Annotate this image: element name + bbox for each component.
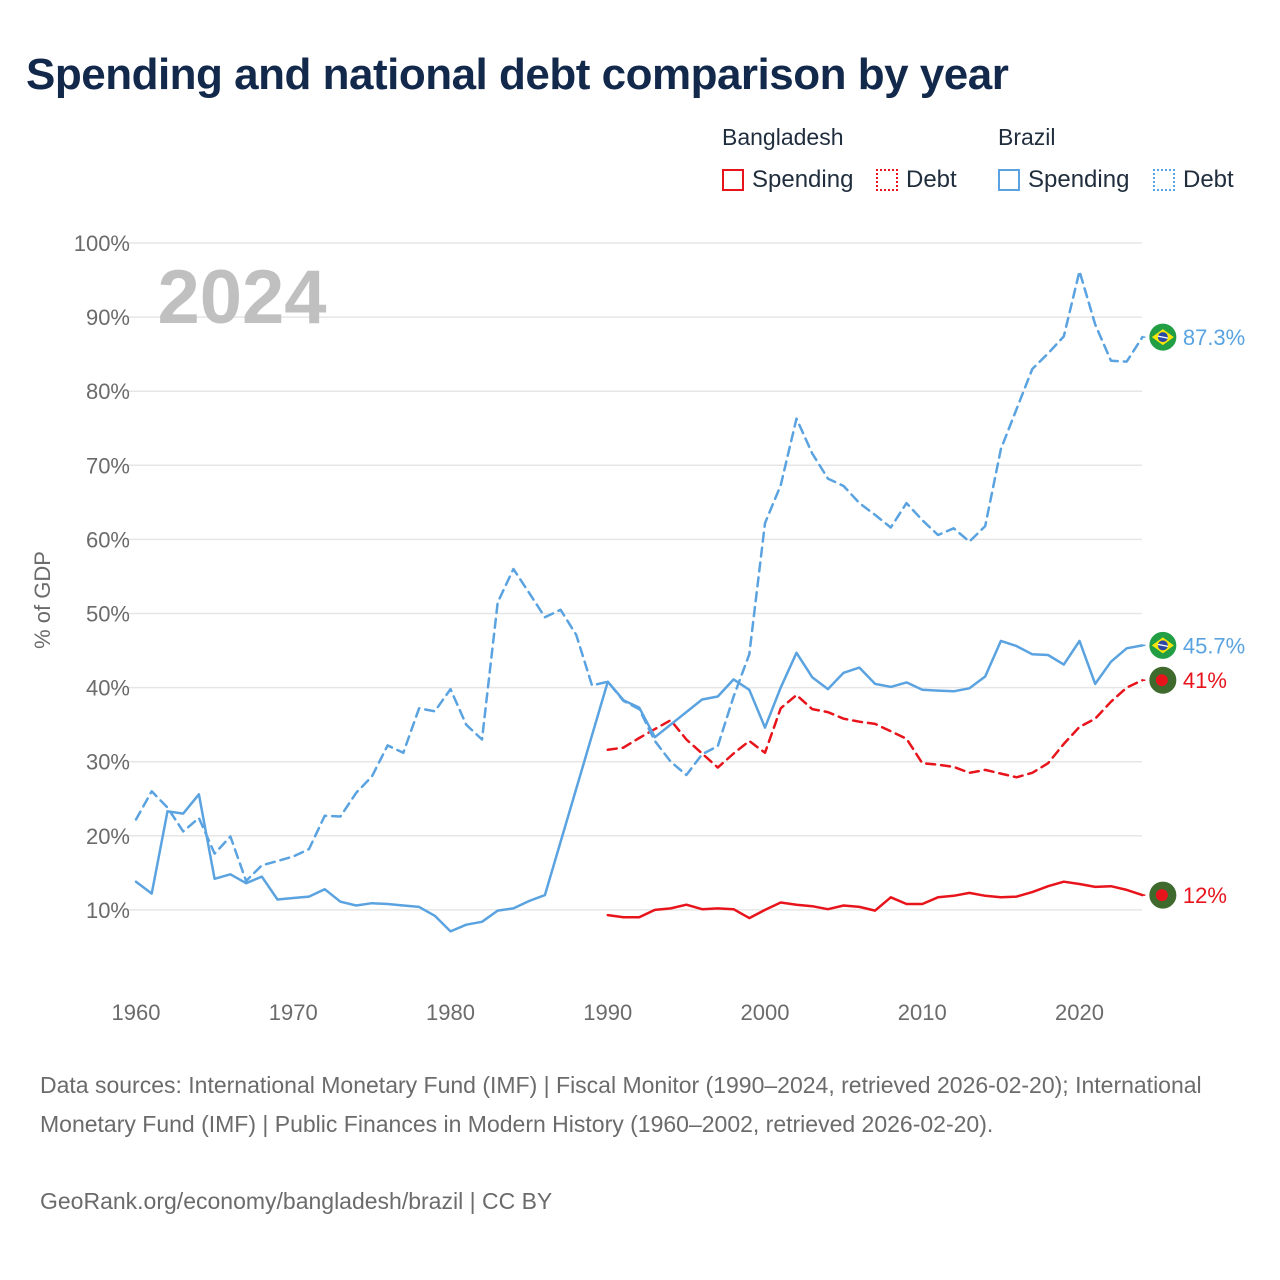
brazil-flag-icon (1148, 630, 1178, 660)
y-axis-ticks: 10% 20% 30% 40% 50% 60% 70% 80% 90% 100% (74, 231, 130, 923)
legend-swatch-dotted-red (876, 169, 898, 191)
end-value-label: 41% (1183, 668, 1227, 693)
y-tick-label: 70% (86, 453, 130, 478)
legend-label: Debt (1183, 166, 1234, 193)
x-axis-ticks: 1960 1970 1980 1990 2000 2010 2020 (112, 1000, 1104, 1025)
series-line-brazil-debt (134, 269, 1144, 883)
y-tick-label: 50% (86, 602, 130, 627)
flag-disc (1155, 889, 1168, 902)
y-tick-label: 60% (86, 527, 130, 552)
legend-brazil-debt[interactable]: Debt (1153, 166, 1234, 194)
x-tick-label: 1960 (112, 1000, 161, 1025)
x-tick-label: 2000 (741, 1000, 790, 1025)
legend-swatch-solid-blue (998, 169, 1020, 191)
series-line-brazil-spending (134, 639, 1144, 933)
year-watermark: 2024 (157, 255, 326, 340)
y-tick-label: 20% (86, 824, 130, 849)
series-line-bangladesh-debt (606, 678, 1144, 779)
y-axis-label: % of GDP (30, 551, 55, 649)
legend-swatch-solid-red (722, 169, 744, 191)
line-chart: 2024 % of GDP 10% 20% 30% 40% 50% 60% 70% 80% 90… (30, 231, 1245, 1025)
x-tick-label: 2010 (898, 1000, 947, 1025)
flag-disc (1155, 674, 1168, 687)
legend-brazil-spending[interactable]: Spending (998, 166, 1129, 194)
chart-title: Spending and national debt comparison by… (26, 50, 1009, 99)
legend-label: Debt (906, 166, 957, 193)
legend-bangladesh-spending[interactable]: Spending (722, 166, 853, 194)
legend-bangladesh-debt[interactable]: Debt (876, 166, 957, 194)
y-tick-label: 30% (86, 750, 130, 775)
x-tick-label: 1980 (426, 1000, 475, 1025)
x-tick-label: 1990 (583, 1000, 632, 1025)
series-group (134, 269, 1149, 933)
end-value-label: 45.7% (1183, 633, 1245, 658)
credit-link[interactable]: GeoRank.org/economy/bangladesh/brazil | … (40, 1188, 553, 1214)
series-line-bangladesh-spending (606, 880, 1144, 920)
legend-group-bangladesh: Bangladesh (722, 124, 844, 150)
y-tick-label: 90% (86, 305, 130, 330)
bangladesh-flag-icon (1148, 880, 1178, 910)
flag-band (1157, 335, 1168, 339)
bangladesh-flag-icon (1148, 665, 1178, 695)
flag-band (1157, 643, 1168, 647)
y-tick-label: 10% (86, 898, 130, 923)
data-sources: Data sources: International Monetary Fun… (40, 1072, 1202, 1137)
legend-label: Spending (752, 166, 854, 193)
legend-group-brazil: Brazil (998, 124, 1056, 150)
end-value-label: 12% (1183, 883, 1227, 908)
gridlines (128, 242, 1142, 911)
brazil-flag-icon (1148, 322, 1178, 352)
y-tick-label: 80% (86, 379, 130, 404)
legend-label: Spending (1028, 166, 1130, 193)
y-tick-label: 100% (74, 231, 130, 256)
x-tick-label: 1970 (269, 1000, 318, 1025)
end-labels: 87.3% 45.7% 41% 12% (1148, 322, 1245, 910)
y-tick-label: 40% (86, 676, 130, 701)
legend-swatch-dotted-blue (1153, 169, 1175, 191)
x-tick-label: 2020 (1055, 1000, 1104, 1025)
end-value-label: 87.3% (1183, 325, 1245, 350)
